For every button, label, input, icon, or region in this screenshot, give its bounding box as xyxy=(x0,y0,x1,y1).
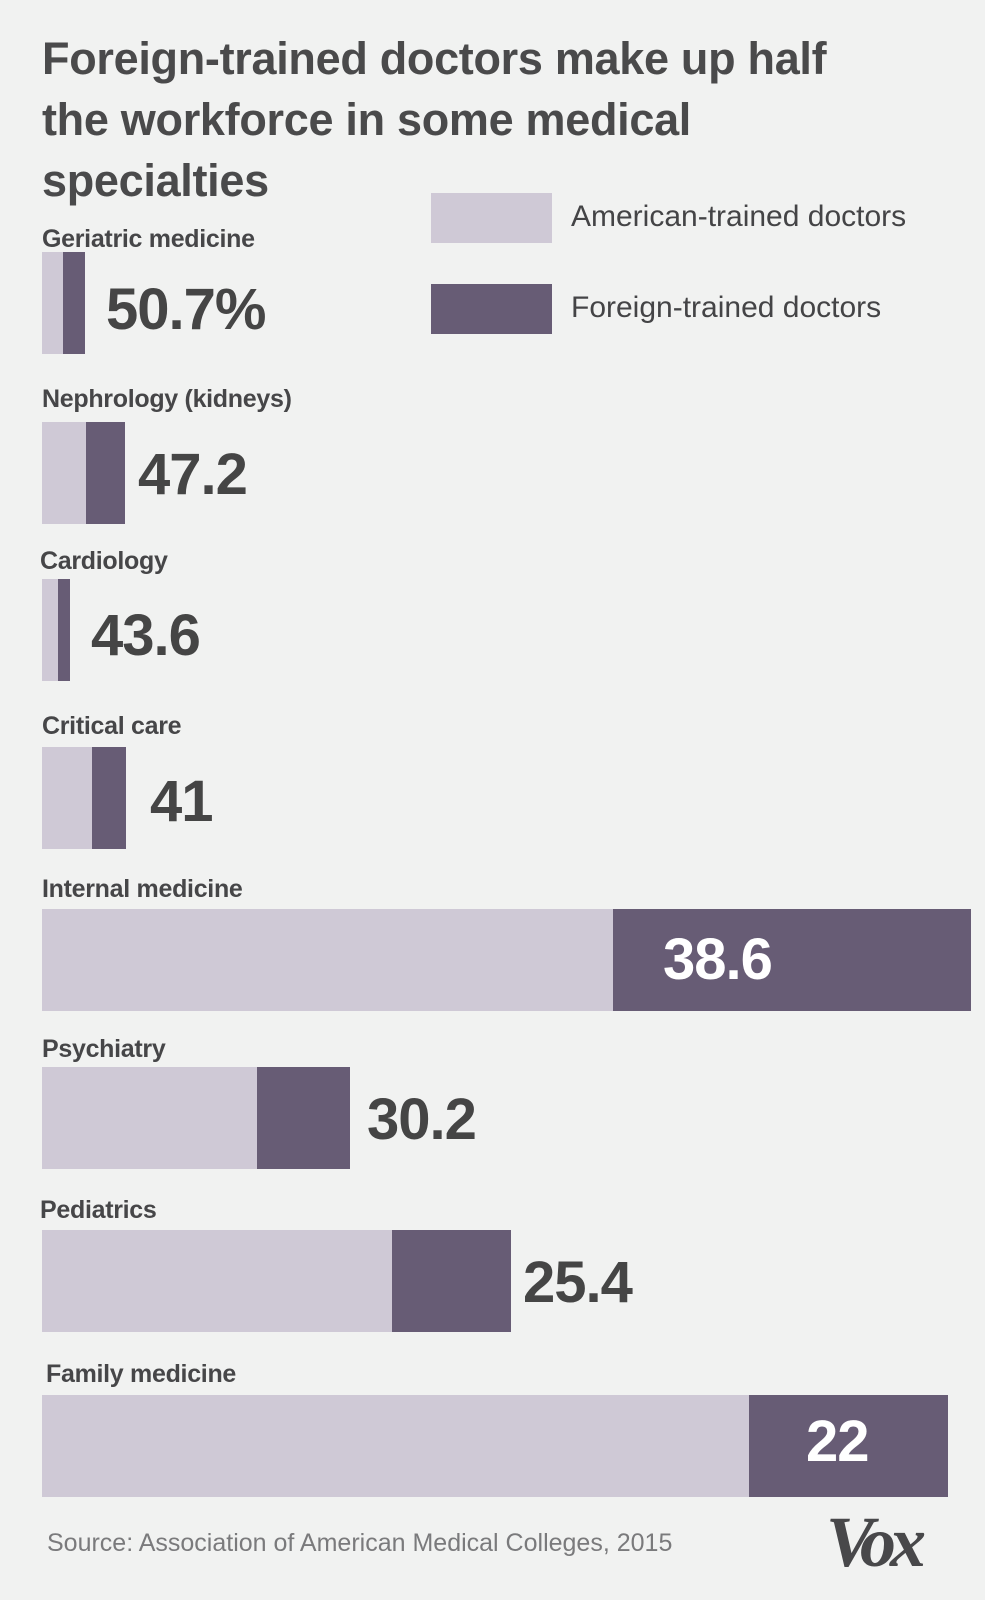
bar-segment-american xyxy=(42,579,58,681)
bar-segment-american xyxy=(42,422,86,524)
value-label: 41 xyxy=(150,769,214,834)
legend-swatch-american xyxy=(431,193,552,243)
stacked-bar xyxy=(42,1395,948,1497)
stacked-bar xyxy=(42,422,125,524)
chart-title-line-1: Foreign-trained doctors make up half xyxy=(42,33,827,84)
bar-segment-foreign xyxy=(92,747,126,849)
stacked-bar xyxy=(42,1230,511,1332)
chart-title-line-2: the workforce in some medical xyxy=(42,94,692,145)
value-label: 47.2 xyxy=(138,442,248,507)
chart-title: Foreign-trained doctors make up half the… xyxy=(42,28,962,211)
bar-segment-american xyxy=(42,1067,257,1169)
stacked-bar xyxy=(42,909,971,1011)
bar-segment-foreign xyxy=(58,579,70,681)
row-label: Family medicine xyxy=(46,1360,237,1388)
bar-segment-foreign xyxy=(749,1395,948,1497)
bar-segment-american xyxy=(42,909,613,1011)
row-label: Critical care xyxy=(42,712,182,740)
value-label: 50.7% xyxy=(106,277,266,342)
source-note: Source: Association of American Medical … xyxy=(47,1529,673,1557)
bar-segment-foreign xyxy=(86,422,125,524)
value-label: 22 xyxy=(806,1409,870,1474)
value-label: 38.6 xyxy=(663,927,773,992)
stacked-bar xyxy=(42,747,126,849)
row-label: Pediatrics xyxy=(40,1196,157,1224)
bar-segment-american xyxy=(42,747,92,849)
bar-segment-american xyxy=(42,1230,392,1332)
stacked-bar xyxy=(42,252,85,354)
row-label: Nephrology (kidneys) xyxy=(42,385,292,413)
bar-segment-american xyxy=(42,1395,749,1497)
row-label: Internal medicine xyxy=(42,875,243,903)
bar-segment-foreign xyxy=(257,1067,350,1169)
bar-segment-foreign xyxy=(613,909,971,1011)
value-label: 43.6 xyxy=(91,603,201,668)
row-label: Psychiatry xyxy=(42,1035,166,1063)
bar-segment-foreign xyxy=(392,1230,511,1332)
stacked-bar xyxy=(42,1067,350,1169)
value-label: 25.4 xyxy=(523,1250,633,1315)
row-label: Geriatric medicine xyxy=(42,225,255,253)
legend-swatch-foreign xyxy=(431,284,552,334)
bar-segment-american xyxy=(42,252,63,354)
stacked-bar xyxy=(42,579,70,681)
legend-label-foreign: Foreign-trained doctors xyxy=(571,291,882,324)
chart-title-line-3: specialties xyxy=(42,155,269,206)
bar-segment-foreign xyxy=(63,252,85,354)
value-label: 30.2 xyxy=(367,1087,477,1152)
vox-logo: Vox xyxy=(826,1502,926,1582)
row-label: Cardiology xyxy=(40,547,168,575)
legend-label-american: American-trained doctors xyxy=(571,200,907,233)
